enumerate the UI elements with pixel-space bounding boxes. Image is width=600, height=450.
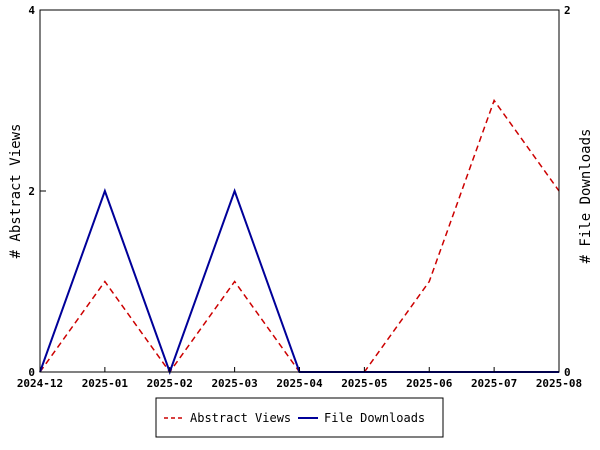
marks-layer	[39, 98, 560, 375]
x-tick-label: 2024-12	[17, 377, 63, 390]
y-axis-left-label: # Abstract Views	[8, 124, 24, 259]
x-tick-label: 2025-08	[536, 377, 582, 390]
x-tick-label: 2025-01	[82, 377, 129, 390]
y-right-tick-label: 2	[564, 4, 571, 17]
legend: Abstract Views File Downloads	[155, 397, 444, 438]
x-tick-label: 2025-02	[147, 377, 193, 390]
y-right-tick-label: 0	[564, 366, 571, 379]
ticks-layer: 2024-12 2025-01 2025-02 2025-03 2025-04 2025-…	[17, 4, 582, 390]
legend-label-1: File Downloads	[324, 411, 425, 425]
series-line-1	[39, 188, 559, 375]
y-left-tick-label: 0	[28, 366, 35, 379]
y-left-tick-label: 2	[28, 185, 35, 198]
y-left-tick-label: 4	[28, 4, 35, 17]
x-tick-label: 2025-03	[211, 377, 257, 390]
plot-frame	[39, 9, 560, 373]
x-tick-label: 2025-05	[341, 377, 387, 390]
series-line-0	[39, 98, 560, 374]
x-tick-label: 2025-04	[276, 377, 323, 390]
x-tick-label: 2025-06	[406, 377, 453, 390]
x-tick-label: 2025-07	[471, 377, 517, 390]
legend-label-0: Abstract Views	[190, 411, 291, 425]
y-axis-right-label: # File Downloads	[578, 129, 594, 264]
